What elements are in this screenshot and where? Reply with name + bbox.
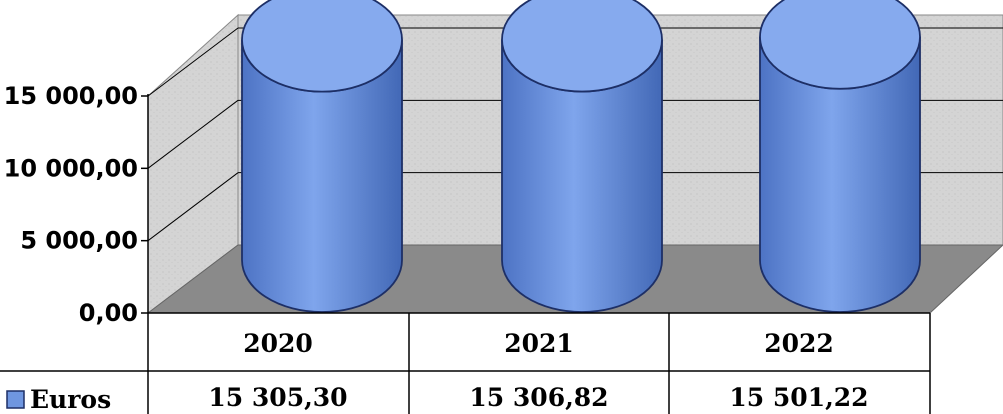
category-label-2021: 2021 bbox=[504, 329, 574, 358]
gridline-side-3 bbox=[147, 27, 239, 97]
bar-top-2021 bbox=[501, 0, 663, 93]
y-tick-label-1: 5 000,00 bbox=[20, 227, 138, 255]
y-tick-label-2: 10 000,00 bbox=[4, 154, 138, 182]
legend-swatch-euros bbox=[6, 390, 25, 409]
y-tick-label-3: 15 000,00 bbox=[4, 82, 138, 110]
gridline-side-1 bbox=[147, 172, 239, 242]
bars bbox=[241, 0, 921, 313]
value-label-2020: 15 305,30 bbox=[208, 383, 347, 412]
bar-top-2022 bbox=[759, 0, 921, 90]
bar-top-2020 bbox=[241, 0, 403, 93]
value-label-2022: 15 501,22 bbox=[729, 383, 868, 412]
category-label-2020: 2020 bbox=[243, 329, 313, 358]
y-axis: 0,00 5 000,00 10 000,00 15 000,00 bbox=[4, 82, 149, 327]
category-label-2022: 2022 bbox=[764, 329, 834, 358]
y-tick-label-0: 0,00 bbox=[79, 299, 138, 327]
value-label-2021: 15 306,82 bbox=[469, 383, 608, 412]
gridline-side-2 bbox=[147, 99, 239, 169]
bar-2021 bbox=[501, 0, 663, 313]
bar-2022 bbox=[759, 0, 921, 313]
bar-2020 bbox=[241, 0, 403, 313]
legend-label-euros: Euros bbox=[30, 385, 111, 414]
data-table: 2020 2021 2022 Euros 15 305,30 15 306,82… bbox=[0, 312, 931, 414]
